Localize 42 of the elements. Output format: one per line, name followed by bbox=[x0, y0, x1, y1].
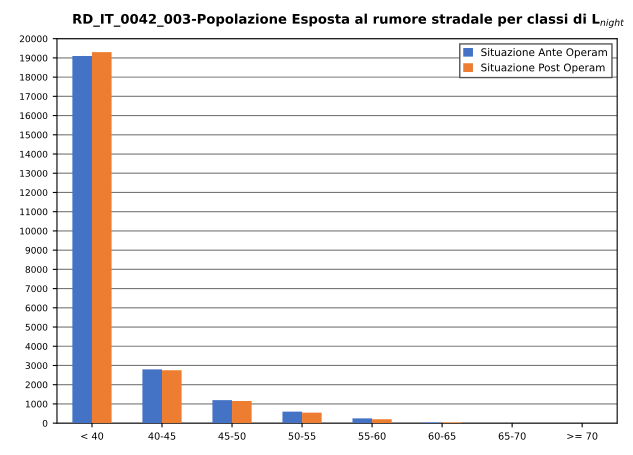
bar bbox=[142, 369, 162, 424]
x-tick-label: >= 70 bbox=[567, 432, 598, 440]
y-tick-label: 19000 bbox=[20, 54, 48, 62]
bar bbox=[372, 419, 392, 424]
bar bbox=[92, 52, 112, 424]
y-tick-label: 17000 bbox=[20, 93, 48, 100]
x-tick-label: < 40 bbox=[81, 432, 104, 440]
legend-label: Situazione Post Operam bbox=[481, 63, 604, 74]
bar bbox=[232, 401, 252, 424]
y-tick-label: 4000 bbox=[25, 342, 48, 350]
x-tick-label: 65-70 bbox=[498, 432, 526, 440]
y-tick-label: 8000 bbox=[26, 266, 48, 273]
bar bbox=[162, 370, 182, 424]
bar bbox=[352, 418, 372, 424]
y-tick-label: 7000 bbox=[26, 285, 48, 292]
legend-label: Situazione Ante Operam bbox=[481, 48, 607, 58]
y-tick-label: 13000 bbox=[20, 170, 48, 177]
y-tick-label: 18000 bbox=[20, 74, 48, 81]
bar bbox=[72, 56, 92, 424]
y-tick-label: 15000 bbox=[20, 132, 48, 138]
y-tick-label: 9000 bbox=[26, 246, 48, 254]
x-tick-label: 55-60 bbox=[358, 432, 386, 440]
bar bbox=[282, 412, 302, 424]
y-tick-label: 5000 bbox=[26, 324, 48, 331]
y-tick-label: 10000 bbox=[20, 228, 48, 234]
y-tick-label: 16000 bbox=[20, 112, 48, 120]
x-tick-label: 60-65 bbox=[428, 432, 456, 440]
bar bbox=[302, 412, 322, 424]
x-tick-label: 40-45 bbox=[148, 432, 176, 440]
y-tick-label: 14000 bbox=[20, 150, 48, 158]
y-tick-label: 1000 bbox=[26, 400, 48, 408]
bar bbox=[212, 400, 232, 424]
chart-title: RD_IT_0042_003-Popolazione Esposta al rumore stradale per classi di L$_{night}$ bbox=[73, 14, 624, 28]
y-tick-label: 2000 bbox=[26, 381, 48, 388]
x-tick-label: 45-50 bbox=[218, 432, 246, 440]
y-tick-label: 3000 bbox=[26, 362, 48, 370]
y-tick-label: 20000 bbox=[20, 35, 48, 42]
y-tick-label: 11000 bbox=[20, 208, 48, 216]
y-tick-label: 6000 bbox=[26, 304, 48, 312]
y-tick-label: 12000 bbox=[20, 189, 48, 196]
y-tick-label: 0 bbox=[42, 420, 48, 427]
x-tick-label: 50-55 bbox=[288, 432, 316, 440]
